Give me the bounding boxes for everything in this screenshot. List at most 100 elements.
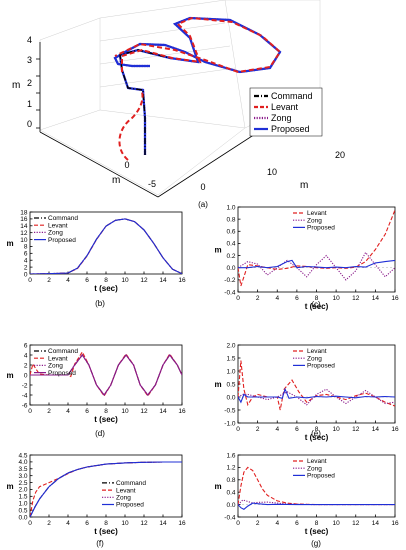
x-tick-label: 4 [66,408,70,415]
x-tick-label: 16 [178,277,186,284]
panel-caption: (e) [311,429,321,438]
y-tick-label: 4 [24,258,28,265]
legend-label-proposed: Proposed [271,124,310,134]
y-tick-label: 0.0 [18,514,27,521]
y-tick-label: -2 [22,382,28,389]
panel-caption: (a) [198,200,208,209]
x-tick-label: 14 [159,408,167,415]
x-tick-label: 4 [275,520,279,527]
box-edge [99,109,246,129]
chart-e: 0 2 4 6 8 10 12 14 16 -1.0 -0.5 0.0 0.5 1.0 1.5 2.0 t (s… [214,342,399,442]
x-tick-label: 8 [315,426,319,433]
legend-label-proposed: Proposed [48,237,76,244]
x-tick-label: 8 [104,408,108,415]
legend-label-zong: Zong [116,495,131,502]
x-tick-label: 12 [352,426,360,433]
box-edge [39,17,101,41]
x-tick-label: 14 [372,520,380,527]
panel-caption: (g) [311,539,321,548]
y-tick-label: 3.0 [18,473,27,480]
legend-label-levant: Levant [271,102,299,112]
x-tick-label: 0 [236,426,240,433]
x-tick-label: 14 [159,520,167,527]
x-tick-label: 6 [85,408,89,415]
grid-line [99,67,236,88]
y-tick-label: 10 [20,237,28,244]
series-line-zong [238,251,395,281]
y-tick-label: 1.5 [18,494,27,501]
series-line-proposed [30,218,182,274]
x-tick-label: 12 [140,277,148,284]
legend-label-proposed: Proposed [307,473,335,480]
y-tick-label: 0 [24,271,28,278]
y-tick-label: 0.5 [226,381,235,388]
legend-label-zong: Zong [271,113,292,123]
y-axis-label: m [6,482,13,491]
x-tick-label: 2 [256,520,260,527]
box-edge [39,109,101,131]
y-axis-label: m [214,380,221,389]
y-tick-label: 2.5 [18,480,27,487]
x-axis-label: m [300,180,308,191]
y-tick-label: 8 [24,244,28,251]
y-axis-label: m [6,239,13,248]
y-tick-label: 0.0 [226,265,235,272]
series-line-proposed [30,461,182,517]
y-tick-label: 4.0 [18,459,27,466]
x-tick-label: 20 [335,150,345,160]
y-tick-label: 14 [20,223,28,230]
x-tick-label: 0 [28,520,32,527]
y-tick-label: 0.8 [226,216,235,223]
y-tick-label: 18 [20,209,28,216]
chart-g: 0 2 4 6 8 10 12 14 16 -0.4 0.0 0.4 0.8 1.2 1.6 t (sec) m… [214,452,399,548]
y-tick-label: 0.2 [226,253,235,260]
trajectory-command [119,49,171,155]
y-tick-label: 1.0 [226,368,235,375]
y-tick-label: -0.5 [224,407,236,414]
chart-a: 01234m0-5m01020mCommandLevantZongPropose… [12,0,345,209]
legend-label-zong: Zong [307,465,322,472]
z-tick-label: 3 [27,55,32,65]
legend-label-zong: Zong [307,217,322,224]
chart-d: 0 2 4 6 8 10 12 14 16 -6 -4 -2 0 2 4 6 t (sec) m CommandLe… [6,342,186,438]
y-tick-label: 1.0 [18,501,27,508]
x-tick-label: 6 [85,520,89,527]
legend-label-zong: Zong [307,355,322,362]
y-tick-label: 0.8 [226,477,235,484]
panel-caption: (c) [311,300,321,309]
chart-c: 0 2 4 6 8 10 12 14 16 -0.4 -0.2 0.0 0.2 0.4 0.6 0.8 1.0 t… [214,204,399,311]
y-tick-label: 4.5 [18,452,27,459]
y-tick-label: 0.4 [226,490,235,497]
x-axis-label: t (sec) [94,284,118,293]
series-line-proposed [238,387,395,404]
x-tick-label: 4 [66,277,70,284]
legend-label-proposed: Proposed [307,225,335,232]
x-tick-label: 12 [352,520,360,527]
y-tick-label: 6 [24,251,28,258]
y-tick-label: 0.0 [226,394,235,401]
y-tick-label: -0.4 [224,289,236,296]
legend-label-zong: Zong [48,363,63,370]
z-axis-label: m [12,80,20,91]
x-tick-label: 6 [295,520,299,527]
box-edge [39,129,159,196]
series-line-levant [238,360,395,411]
x-tick-label: 14 [159,277,167,284]
y-tick-label: -0.4 [224,514,236,521]
x-tick-label: 8 [315,520,319,527]
x-tick-label: 0 [28,277,32,284]
legend-label-levant: Levant [307,210,327,217]
panel-caption: (b) [95,299,105,308]
y-tick-label: 12 [20,230,28,237]
y-tick-label: 0.4 [226,241,235,248]
chart-f: 0 2 4 6 8 10 12 14 16 0.00.51.01.52.02.53.03.54.0… [6,452,186,548]
y-tick-label: -6 [22,402,28,409]
x-tick-label: 16 [391,520,399,527]
y-tick-label: 1.0 [226,204,235,211]
y-axis-label: m [214,246,221,255]
x-axis-label: t (sec) [305,527,329,536]
x-tick-label: 10 [333,520,341,527]
x-tick-label: 10 [121,277,129,284]
